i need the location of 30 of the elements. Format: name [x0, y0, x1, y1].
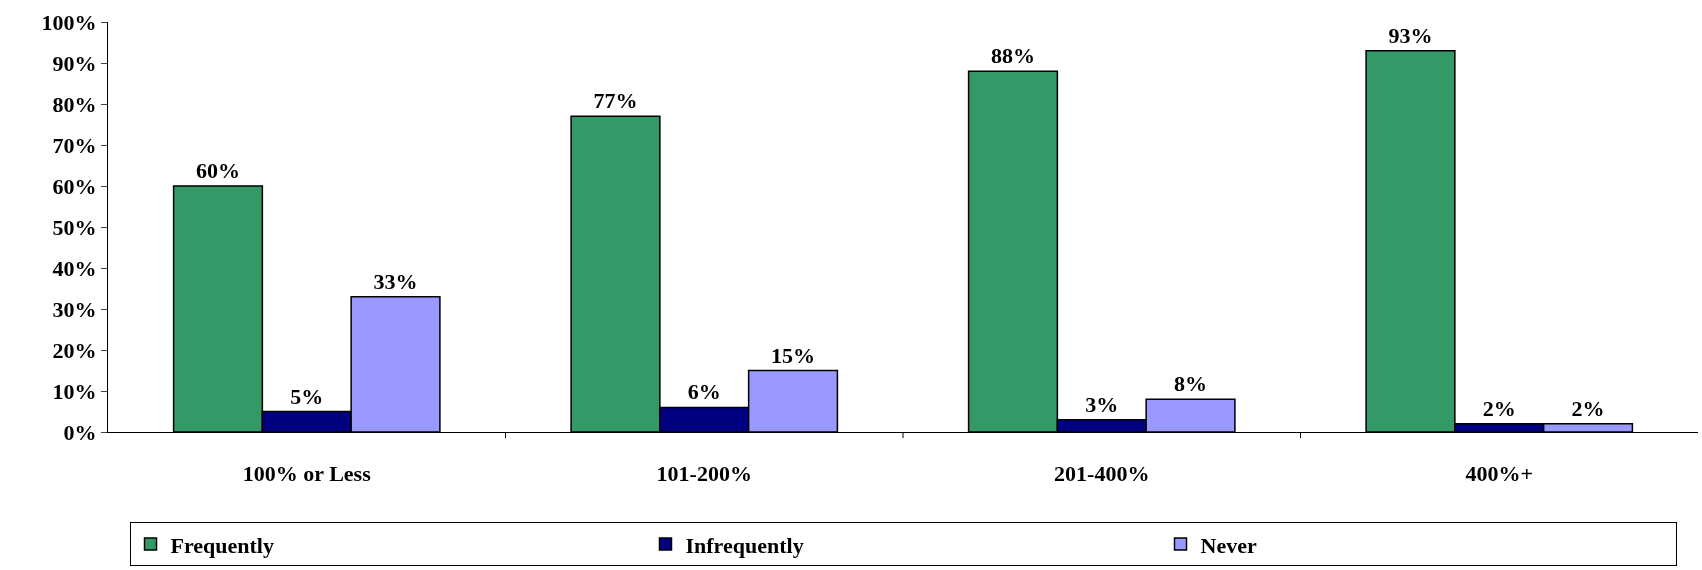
y-tick-label: 0%	[63, 419, 97, 445]
x-tick-label: 400%+	[1465, 461, 1534, 487]
x-tick-label: 101-200%	[656, 461, 752, 487]
y-tick-label: 40%	[52, 255, 97, 281]
data-label: 6%	[687, 379, 721, 405]
data-label: 2%	[1571, 395, 1605, 421]
data-label: 93%	[1388, 22, 1433, 48]
legend-label: Never	[1200, 532, 1257, 558]
legend-label: Infrequently	[685, 532, 804, 558]
y-tick-label: 10%	[52, 378, 97, 404]
x-tick-label: 201-400%	[1054, 461, 1150, 487]
data-label: 60%	[195, 158, 240, 183]
legend-label: Frequently	[170, 532, 274, 558]
data-label: 3%	[1085, 391, 1119, 417]
y-tick-label: 50%	[52, 214, 97, 240]
y-tick-label: 80%	[52, 91, 97, 117]
data-label: 33%	[373, 268, 418, 294]
data-label: 2%	[1482, 395, 1516, 421]
y-tick-label: 100%	[41, 9, 97, 35]
data-label: 88%	[990, 43, 1035, 69]
y-tick-label: 30%	[52, 296, 97, 322]
data-label: 77%	[593, 88, 638, 114]
data-label: 15%	[771, 342, 816, 368]
x-tick-label: 100% or Less	[242, 461, 372, 487]
data-label: 5%	[290, 383, 324, 409]
data-label: 8%	[1174, 371, 1208, 397]
y-tick-label: 60%	[52, 173, 97, 199]
y-tick-label: 20%	[52, 337, 97, 363]
y-tick-label: 90%	[52, 50, 97, 76]
y-tick-label: 70%	[52, 132, 97, 158]
